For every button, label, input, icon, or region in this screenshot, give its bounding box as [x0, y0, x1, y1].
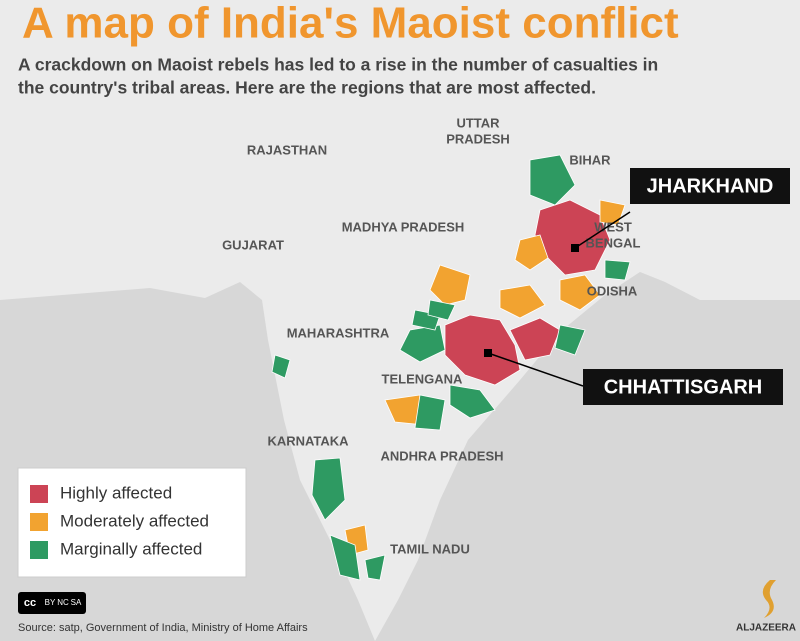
title: A map of India's Maoist conflict: [22, 0, 679, 48]
logo-mark: [762, 580, 776, 618]
district: [509, 317, 561, 361]
bay-of-bengal: [375, 272, 800, 641]
region-label: TELENGANA: [382, 371, 464, 386]
district: [559, 274, 601, 311]
district: [364, 554, 386, 581]
legend-label: Moderately affected: [60, 511, 209, 530]
district: [499, 284, 546, 319]
district: [429, 264, 471, 306]
license: SA: [71, 598, 82, 607]
logo: ALJAZEERA: [736, 623, 796, 634]
subtitle: A crackdown on Maoist rebels has led to …: [18, 55, 658, 75]
callout-box: [583, 369, 783, 405]
callout: JHARKHAND: [647, 175, 774, 197]
legend-items: Highly affected Moderately affected Margin…: [30, 483, 209, 559]
region-label: PRADESH: [446, 131, 510, 146]
license: BY: [45, 598, 56, 607]
legend-swatch: [30, 513, 48, 531]
marker: [571, 244, 579, 252]
legend-swatch: [30, 485, 48, 503]
region-label: ANDHRA PRADESH: [380, 448, 503, 463]
district: [554, 324, 586, 356]
region-label: ODISHA: [587, 283, 638, 298]
license: cc: [24, 597, 36, 609]
callout: CHHATTISGARH: [604, 376, 763, 398]
district: [444, 314, 521, 386]
districts: [271, 154, 631, 581]
region-label: GUJARAT: [222, 237, 284, 252]
region-label: BENGAL: [586, 235, 641, 250]
district: [329, 534, 361, 581]
region-label: MADHYA PRADESH: [342, 219, 465, 234]
source: Source: satp, Government of India, Minis…: [18, 622, 308, 634]
district: [514, 234, 549, 271]
license: NC: [57, 598, 69, 607]
region-label: RAJASTHAN: [247, 142, 327, 157]
region-label: MAHARASHTRA: [287, 325, 390, 340]
legend-swatch: [30, 541, 48, 559]
callout-box: [630, 168, 790, 204]
region-label: UTTAR: [456, 115, 500, 130]
district: [604, 259, 631, 281]
legend-label: Highly affected: [60, 483, 172, 502]
region-label: BIHAR: [569, 152, 611, 167]
district: [311, 457, 346, 521]
subtitle: the country's tribal areas. Here are the…: [18, 78, 596, 98]
region-label: WEST: [594, 219, 632, 234]
district: [427, 299, 456, 321]
district: [449, 384, 496, 419]
marker: [484, 349, 492, 357]
district: [271, 354, 291, 379]
legend: [17, 467, 247, 578]
legend-label: Marginally affected: [60, 539, 202, 558]
district: [414, 394, 446, 431]
region-label: KARNATAKA: [267, 433, 349, 448]
license-badge: [18, 592, 86, 614]
district: [529, 154, 576, 206]
region-label: TAMIL NADU: [390, 541, 470, 556]
